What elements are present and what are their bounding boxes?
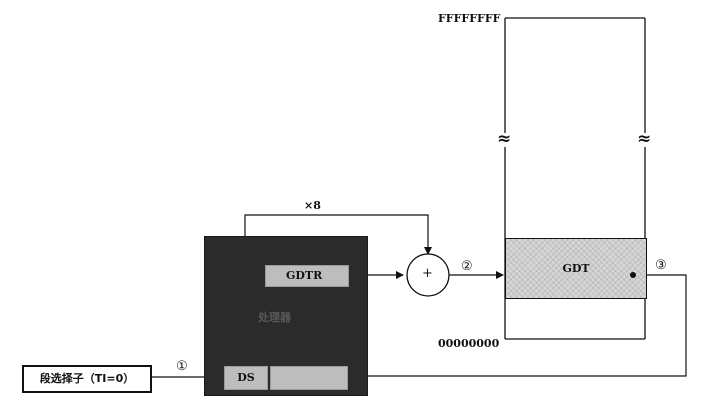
step-2-marker: ② (461, 259, 473, 274)
ds-register: DS (224, 366, 268, 390)
step-1-marker: ① (176, 359, 188, 374)
adder-plus-sign: + (422, 266, 433, 281)
gdtr-register: GDTR (265, 265, 349, 287)
address-low-label: 00000000 (438, 337, 500, 350)
segment-selector-box: 段选择子（TI=0） (22, 365, 152, 393)
break-mark-left: ≈ (497, 129, 512, 149)
gdt-region: GDT (505, 238, 647, 299)
processor-label: 处理器 (258, 311, 291, 324)
break-mark-right: ≈ (637, 129, 652, 149)
step-3-marker: ③ (655, 258, 667, 273)
times-eight-label: ×8 (304, 199, 321, 212)
address-high-label: FFFFFFFF (438, 12, 501, 25)
ds-descriptor-cache (270, 366, 348, 390)
gdt-output-dot (630, 272, 636, 278)
gdt-to-ds-cache-path (311, 274, 687, 380)
